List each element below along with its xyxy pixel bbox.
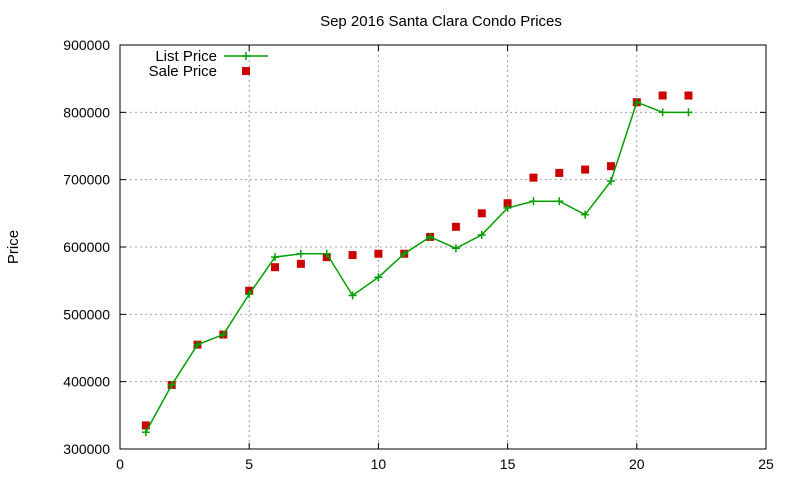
sale-price-point bbox=[529, 173, 538, 182]
x-tick-label: 5 bbox=[245, 456, 253, 472]
list-price-point bbox=[400, 249, 409, 258]
sale-price-point bbox=[141, 421, 150, 430]
sale-price-point bbox=[374, 249, 383, 258]
legend-label-sale-price: Sale Price bbox=[149, 63, 217, 80]
sale-price-point bbox=[503, 199, 512, 208]
legend-marker-list-price bbox=[242, 52, 250, 60]
y-tick-label: 700000 bbox=[63, 172, 110, 188]
list-price-point bbox=[374, 273, 383, 282]
list-price-point bbox=[503, 203, 512, 212]
x-tick-label: 15 bbox=[500, 456, 516, 472]
list-price-line bbox=[145, 101, 689, 433]
list-price-point bbox=[296, 249, 305, 258]
list-price-point bbox=[581, 210, 590, 219]
list-price-point bbox=[555, 197, 564, 206]
x-tick-label: 0 bbox=[116, 456, 124, 472]
list-price-point bbox=[606, 177, 615, 186]
x-tick-label: 10 bbox=[371, 456, 387, 472]
sale-price-point bbox=[684, 91, 693, 100]
list-price-point bbox=[426, 232, 435, 241]
sale-price-point bbox=[296, 259, 305, 268]
sale-price-point bbox=[271, 263, 280, 272]
y-tick-label: 400000 bbox=[63, 374, 110, 390]
list-price-point bbox=[271, 253, 280, 262]
list-price-point bbox=[658, 108, 667, 117]
list-price-point bbox=[529, 197, 538, 206]
sale-price-point bbox=[555, 168, 564, 177]
x-tick-label: 25 bbox=[758, 456, 774, 472]
list-price-point bbox=[684, 108, 693, 117]
series-layer bbox=[141, 91, 693, 437]
legend: List Price Sale Price bbox=[149, 48, 268, 80]
y-tick-label: 300000 bbox=[63, 441, 110, 457]
y-tick-label: 900000 bbox=[63, 37, 110, 53]
list-price-point bbox=[193, 340, 202, 349]
list-price-point bbox=[141, 428, 150, 437]
list-price-point bbox=[451, 244, 460, 253]
list-price-point bbox=[348, 291, 357, 300]
chart-title: Sep 2016 Santa Clara Condo Prices bbox=[320, 13, 562, 30]
sale-price-point bbox=[451, 222, 460, 231]
sale-price-point bbox=[581, 165, 590, 174]
list-price-point bbox=[245, 290, 254, 299]
list-price-point bbox=[219, 330, 228, 339]
x-tick-label: 20 bbox=[629, 456, 645, 472]
grid-lines bbox=[120, 45, 766, 449]
sale-price-point bbox=[348, 251, 357, 260]
list-price-point bbox=[632, 98, 641, 107]
list-price-point bbox=[322, 249, 331, 258]
list-price-point bbox=[477, 230, 486, 239]
sale-price-point bbox=[658, 91, 667, 100]
legend-marker-sale-price bbox=[242, 67, 250, 75]
legend-label-list-price: List Price bbox=[155, 48, 217, 65]
axis-ticks: 0 5 10 15 20 25 300000 400000 500000 600000 700000… bbox=[63, 37, 774, 472]
sale-price-point bbox=[606, 162, 615, 171]
y-tick-label: 600000 bbox=[63, 239, 110, 255]
sale-price-point bbox=[477, 209, 486, 218]
list-price-point bbox=[167, 381, 176, 390]
y-tick-label: 500000 bbox=[63, 306, 110, 322]
y-tick-label: 800000 bbox=[63, 104, 110, 120]
y-axis-label: Price bbox=[5, 230, 22, 264]
